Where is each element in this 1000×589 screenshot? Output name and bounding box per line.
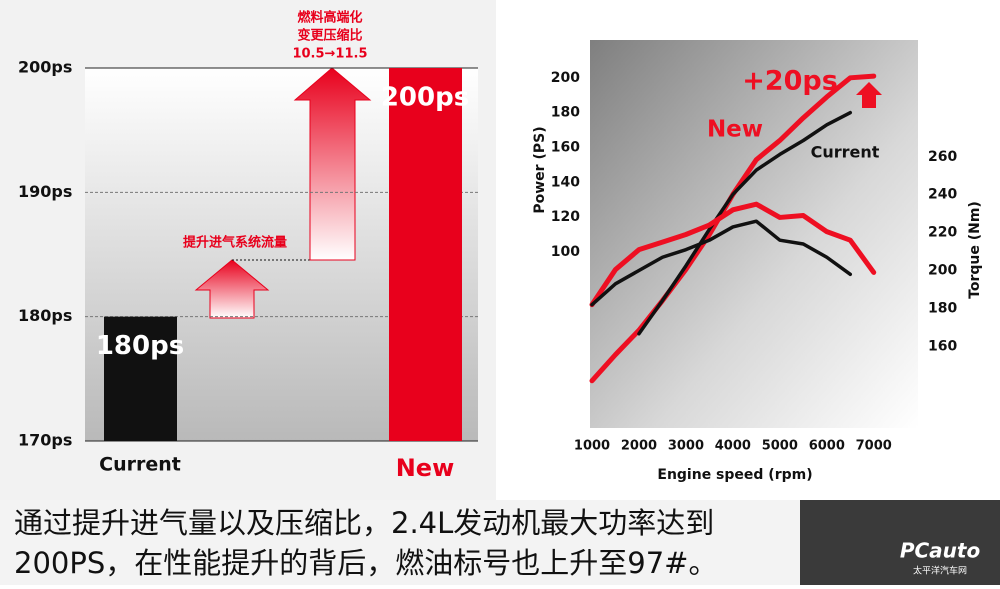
y-tick-label: 170ps	[18, 431, 72, 450]
y-tick-label: 160	[551, 139, 580, 155]
annotation: 燃料高端化	[297, 10, 362, 26]
up-arrow	[856, 82, 882, 108]
value-label: 180ps	[96, 331, 184, 361]
y-tick-label: 140	[551, 174, 580, 190]
y2-tick-label: 220	[928, 225, 957, 241]
series-label: New	[707, 117, 763, 143]
line	[589, 201, 877, 308]
y-tick-label: 200	[551, 70, 580, 86]
y-tick-label: 200ps	[18, 58, 72, 77]
y2-tick-label: 180	[928, 300, 957, 316]
line	[590, 219, 853, 307]
y2-tick-label: 160	[928, 338, 957, 354]
x-tick-label: 6000	[809, 439, 845, 454]
annotation: 变更压缩比	[297, 28, 362, 44]
value-label: 200ps	[381, 83, 469, 113]
annotation: 提升进气系统流量	[183, 235, 287, 251]
x-tick-label: 4000	[715, 439, 751, 454]
y2-tick-label: 260	[928, 149, 957, 165]
small-arrow	[194, 259, 270, 319]
x-tick-label: 2000	[621, 439, 657, 454]
x-tick-label: 7000	[856, 439, 892, 454]
line	[637, 110, 853, 336]
big-arrow	[293, 67, 372, 261]
y-tick-label: 190ps	[18, 182, 72, 201]
logo-site: 太平洋汽车网	[913, 565, 967, 577]
x-tick-label: New	[396, 454, 455, 482]
bar	[104, 316, 177, 441]
annotation: 10.5→11.5	[292, 47, 367, 62]
caption-line: 通过提升进气量以及压缩比，2.4L发动机最大功率达到	[14, 506, 714, 540]
bar	[389, 68, 462, 441]
y-tick-label: 180	[551, 105, 580, 121]
series-label: Current	[811, 143, 880, 162]
x-tick-label: 5000	[762, 439, 798, 454]
y2-tick-label: 200	[928, 263, 957, 279]
y-axis-label: Power (PS)	[532, 126, 548, 213]
caption-bg	[0, 500, 800, 585]
x-tick-label: 3000	[668, 439, 704, 454]
x-tick-label: 1000	[574, 439, 610, 454]
x-tick-label: Current	[99, 454, 181, 476]
y-tick-label: 100	[551, 244, 580, 260]
x-axis-label: Engine speed (rpm)	[657, 467, 812, 483]
annotation: +20ps	[742, 66, 838, 97]
y-tick-label: 180ps	[18, 306, 72, 325]
y-tick-label: 120	[551, 209, 580, 225]
logo-brand: PCauto	[900, 539, 981, 563]
y2-axis-label: Torque (Nm)	[967, 201, 983, 299]
caption-line: 200PS，在性能提升的背后，燃油标号也上升至97#。	[14, 546, 717, 580]
y2-tick-label: 240	[928, 187, 957, 203]
